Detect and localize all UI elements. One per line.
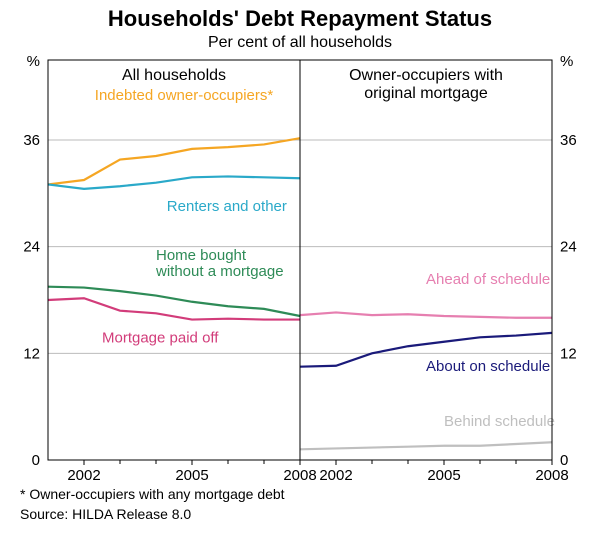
series-label: Ahead of schedule — [426, 271, 550, 288]
series-label: without a mortgage — [155, 263, 284, 280]
series-line — [300, 312, 552, 317]
series-label: Home bought — [156, 247, 247, 264]
chart-svg: 00121224243636%%200220052008200220052008… — [0, 0, 600, 530]
series-label: Indebted owner-occupiers* — [95, 87, 274, 104]
series-label: About on schedule — [426, 358, 550, 375]
x-tick-label: 2005 — [427, 467, 460, 484]
y-tick-left: 0 — [32, 452, 40, 469]
y-tick-left: 24 — [23, 239, 40, 256]
panel-title: original mortgage — [364, 85, 488, 102]
footnote-line: * Owner-occupiers with any mortgage debt — [20, 486, 285, 502]
series-line — [300, 442, 552, 449]
series-line — [48, 287, 300, 316]
series-label: Renters and other — [167, 198, 287, 215]
x-tick-label: 2008 — [283, 467, 316, 484]
panel-title: Owner-occupiers with — [349, 67, 503, 84]
panel-title: All households — [122, 67, 226, 84]
y-tick-right: 24 — [560, 239, 577, 256]
y-tick-right: 12 — [560, 345, 577, 362]
y-tick-left: 12 — [23, 345, 40, 362]
x-tick-label: 2002 — [67, 467, 100, 484]
y-label-right: % — [560, 53, 573, 70]
x-tick-label: 2005 — [175, 467, 208, 484]
series-label: Mortgage paid off — [102, 330, 219, 347]
x-tick-label: 2002 — [319, 467, 352, 484]
series-label: Behind schedule — [444, 413, 555, 430]
source-line: Source: HILDA Release 8.0 — [20, 506, 191, 522]
chart-container: Households' Debt Repayment Status Per ce… — [0, 0, 600, 530]
x-tick-label: 2008 — [535, 467, 568, 484]
y-tick-left: 36 — [23, 132, 40, 149]
chart-subtitle: Per cent of all households — [0, 34, 600, 52]
y-tick-right: 36 — [560, 132, 577, 149]
y-label-left: % — [27, 53, 40, 70]
chart-title: Households' Debt Repayment Status — [0, 6, 600, 32]
